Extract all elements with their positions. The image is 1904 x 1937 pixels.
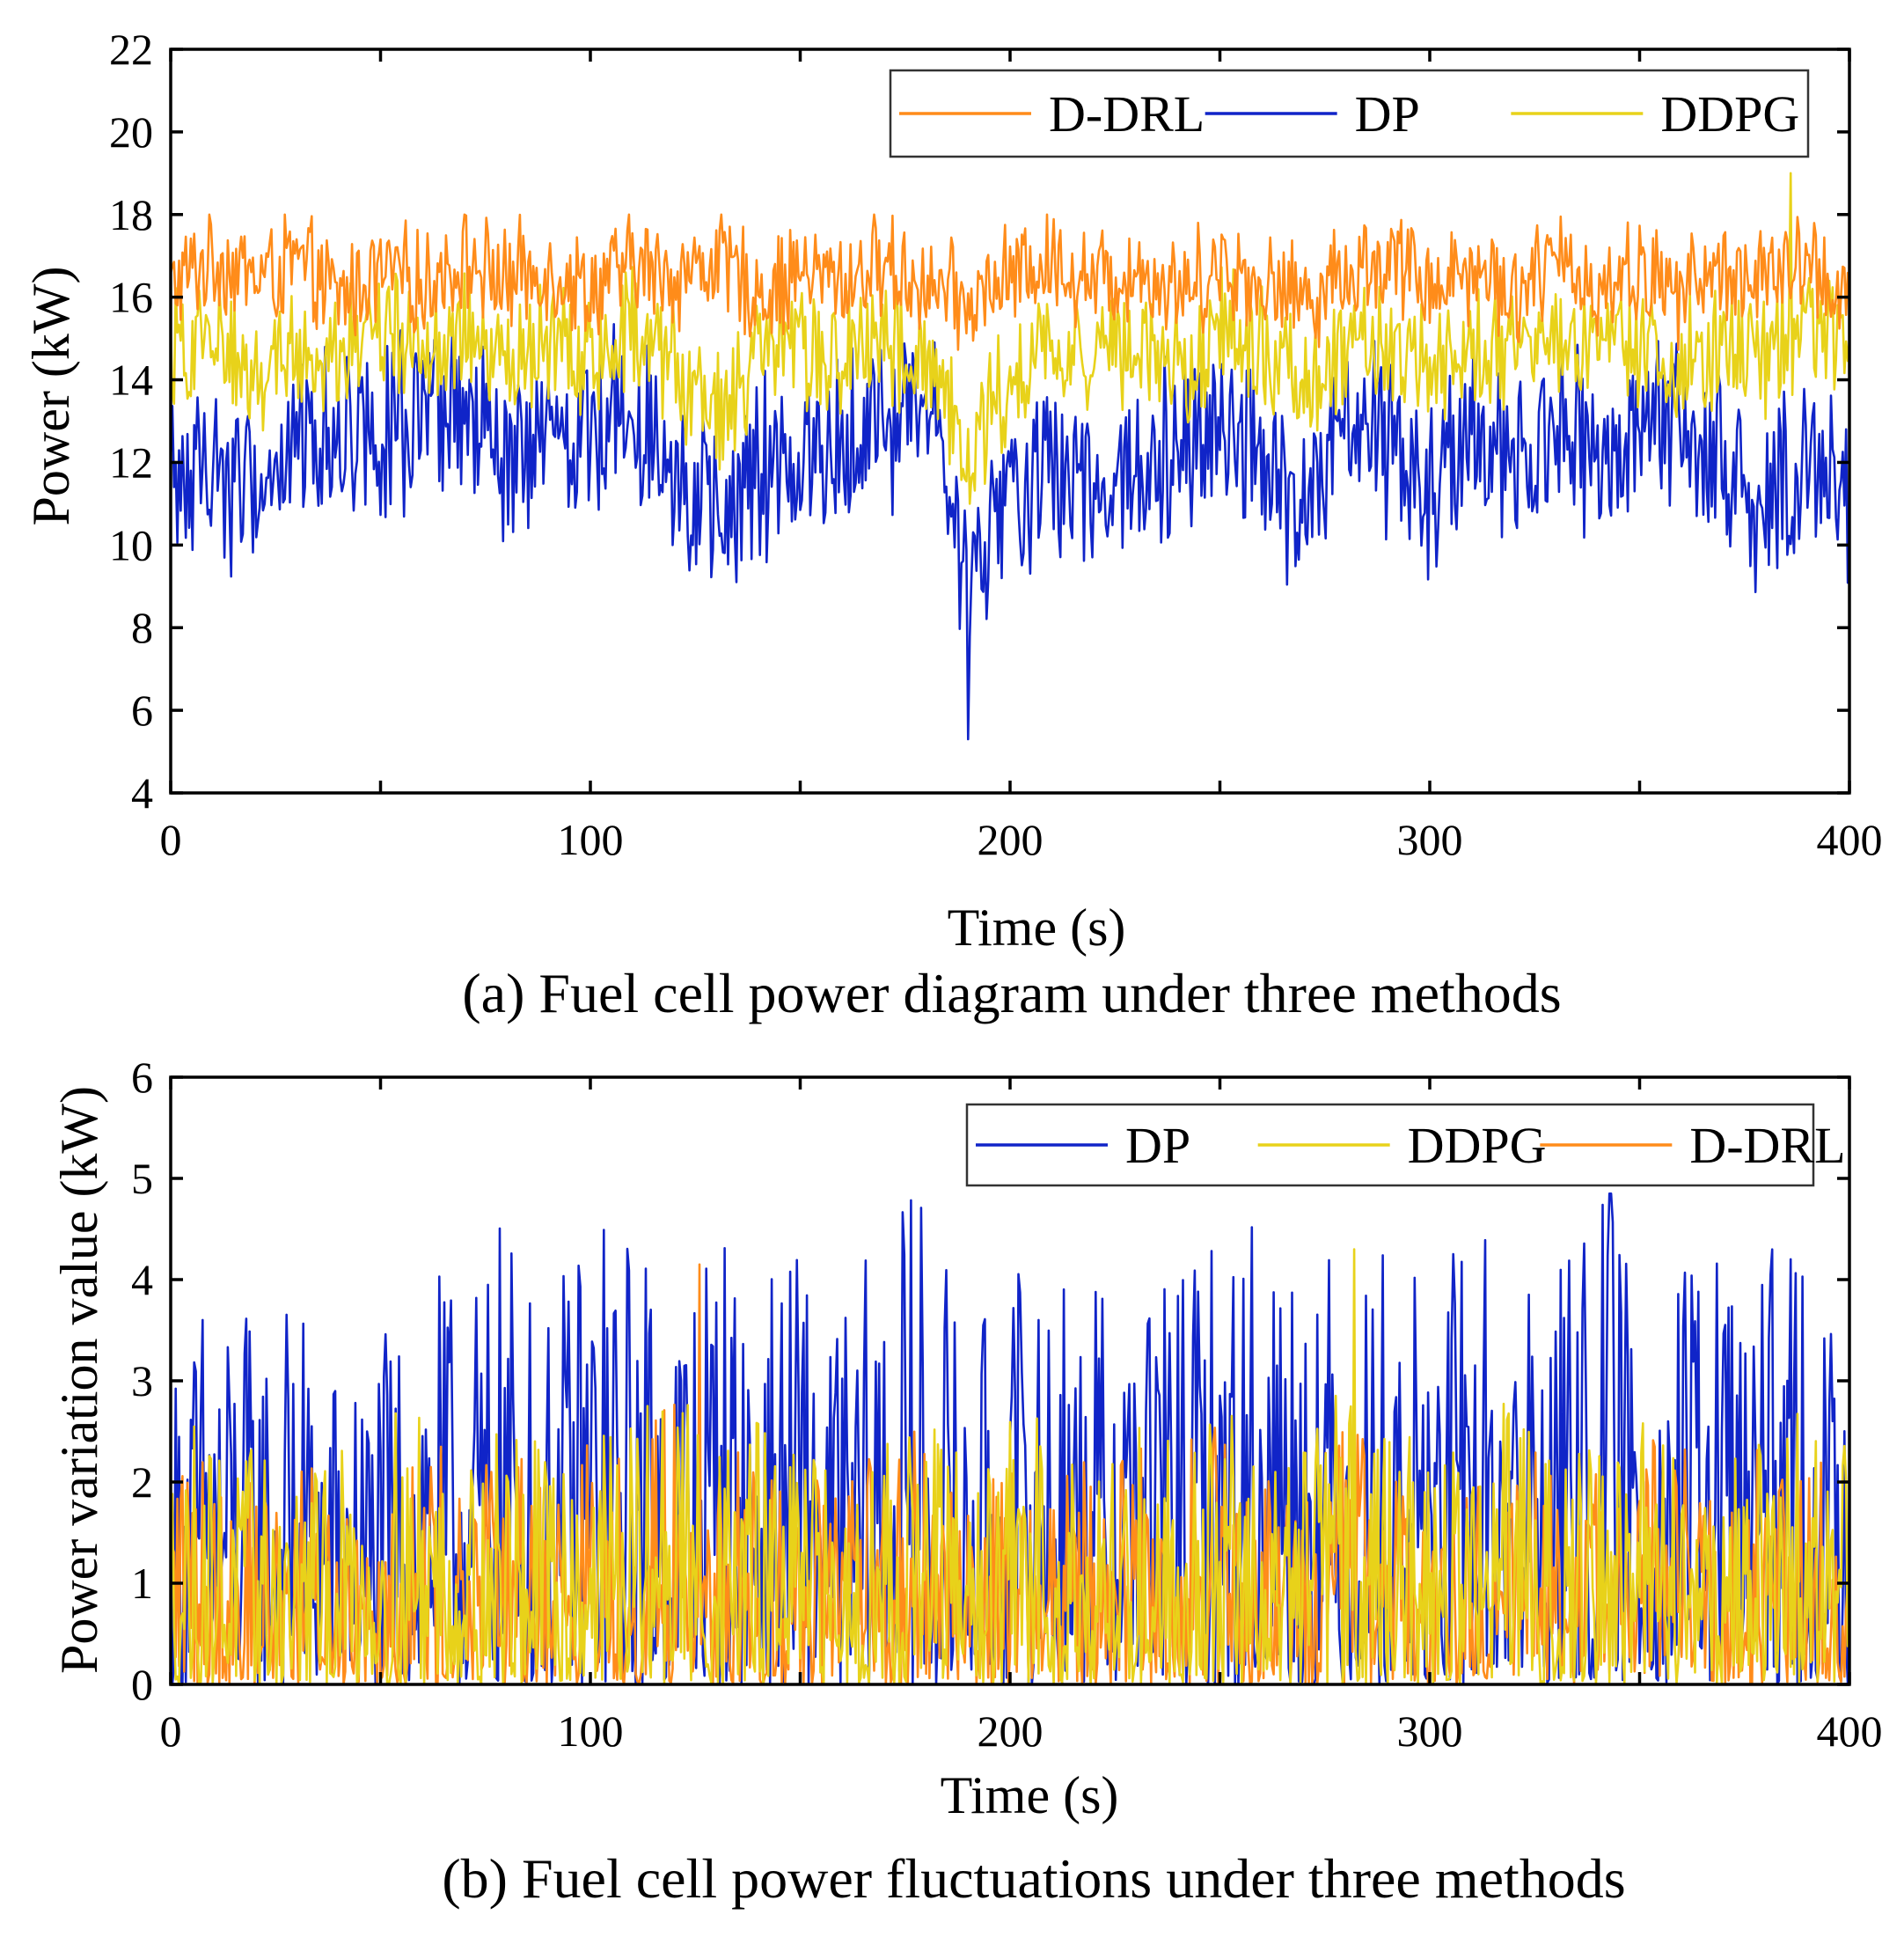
y-tick-label: 12 <box>109 437 153 487</box>
y-tick-label: 0 <box>131 1660 153 1709</box>
series-line-ddpg <box>169 172 1851 505</box>
series-line-ddpg <box>169 1248 1851 1686</box>
x-tick-label: 400 <box>1817 815 1883 864</box>
y-tick-label: 14 <box>109 356 153 405</box>
x-tick-label: 100 <box>558 1706 624 1756</box>
y-tick-label: 18 <box>109 190 153 239</box>
chart-a-fuel-cell-power: Power (kW) Time (s) (a) Fuel cell power … <box>22 25 1883 1024</box>
y-tick-label: 20 <box>109 107 153 157</box>
x-tick-label: 0 <box>160 815 182 864</box>
x-tick-label: 300 <box>1397 1706 1463 1756</box>
chart-b-plot-frame <box>169 1075 1851 1686</box>
chart-a-plot-frame <box>169 48 1851 795</box>
chart-a-ticks: 0 100 200 300 400 4 6 8 10 12 14 16 18 20 22 <box>109 25 1883 864</box>
chart-a-caption: (a) Fuel cell power diagram under three … <box>462 962 1561 1024</box>
y-tick-label: 4 <box>131 768 153 818</box>
x-tick-label: 100 <box>558 815 624 864</box>
legend-box <box>889 69 1810 158</box>
x-tick-label: 400 <box>1817 1706 1883 1756</box>
y-tick-label: 22 <box>109 25 153 74</box>
y-tick-label: 4 <box>131 1255 153 1304</box>
chart-a-legend: D-DRL DP DDPG <box>889 69 1810 158</box>
chart-b-ylabel: Power variation value (kW) <box>50 1086 108 1674</box>
y-tick-label: 10 <box>109 520 153 569</box>
legend-label: D-DRL <box>1049 85 1205 143</box>
y-tick-label: 16 <box>109 273 153 322</box>
x-tick-label: 200 <box>978 815 1044 864</box>
y-tick-label: 6 <box>131 686 153 735</box>
x-tick-label: 300 <box>1397 815 1463 864</box>
y-tick-label: 3 <box>131 1356 153 1405</box>
legend-label: DDPG <box>1660 85 1799 143</box>
chart-b-caption: (b) Fuel cell power fluctuations under t… <box>442 1847 1625 1910</box>
series-line-dp <box>169 320 1851 741</box>
chart-a-xlabel: Time (s) <box>948 899 1126 957</box>
series-line-d-drl <box>169 213 1851 351</box>
legend-label: DDPG <box>1408 1117 1547 1174</box>
chart-b-xlabel: Time (s) <box>941 1766 1119 1824</box>
y-tick-label: 8 <box>131 603 153 652</box>
legend-box <box>965 1103 1815 1187</box>
x-tick-label: 0 <box>160 1706 182 1756</box>
chart-b-ticks: 0 100 200 300 400 0 1 2 3 4 5 6 <box>131 1053 1883 1756</box>
chart-b-legend: DP DDPG D-DRL <box>965 1103 1846 1187</box>
chart-a-ylabel: Power (kW) <box>22 267 80 526</box>
y-tick-label: 2 <box>131 1457 153 1507</box>
y-tick-label: 1 <box>131 1559 153 1608</box>
legend-label: DP <box>1125 1117 1190 1174</box>
x-tick-label: 200 <box>978 1706 1044 1756</box>
y-tick-label: 6 <box>131 1053 153 1102</box>
chart-b-power-fluctuations: Power variation value (kW) Time (s) (b) … <box>50 1053 1883 1910</box>
y-tick-label: 5 <box>131 1154 153 1203</box>
chart-a-series-layer <box>169 172 1851 741</box>
legend-label: D-DRL <box>1689 1117 1845 1174</box>
chart-b-series-layer <box>169 1192 1851 1686</box>
legend-label: DP <box>1355 85 1420 143</box>
